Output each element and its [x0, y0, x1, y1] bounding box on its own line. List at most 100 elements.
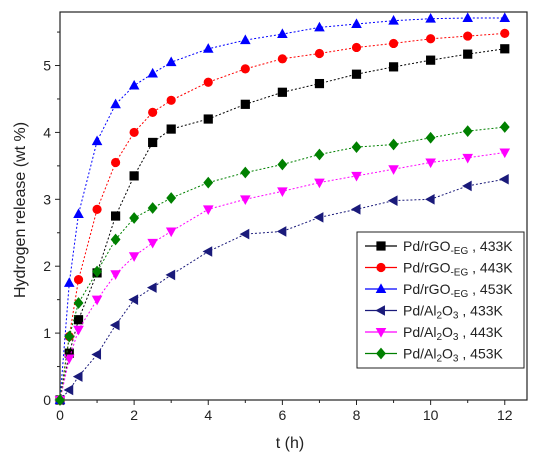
y-tick-label: 2	[43, 258, 51, 274]
data-point	[425, 158, 436, 169]
x-tick-label: 0	[56, 407, 64, 423]
data-point	[147, 202, 158, 214]
data-point	[64, 330, 75, 343]
legend-label: Pd/Al2O3 , 443K	[403, 324, 504, 343]
y-tick-label: 0	[43, 392, 51, 408]
data-point	[202, 246, 213, 257]
data-point	[165, 56, 177, 67]
data-point	[148, 137, 158, 148]
legend-marker	[375, 283, 387, 293]
y-tick-label: 1	[43, 325, 51, 341]
data-point	[314, 48, 325, 59]
data-point	[146, 282, 157, 293]
data-point	[63, 277, 75, 287]
data-point	[499, 12, 511, 22]
data-point	[239, 228, 250, 240]
legend-label: Pd/rGO-EG , 453K	[403, 281, 513, 300]
data-point	[128, 252, 140, 262]
legend-label: Pd/Al2O3 , 433K	[403, 303, 504, 322]
legend-label: Pd/rGO-EG , 443K	[403, 260, 513, 279]
data-point	[63, 384, 74, 396]
data-point	[129, 212, 140, 224]
data-point	[426, 55, 436, 65]
y-tick-label: 3	[43, 191, 51, 207]
data-point	[240, 195, 251, 205]
data-point	[462, 125, 473, 137]
series-line	[59, 126, 505, 401]
legend-marker	[376, 262, 386, 273]
data-point	[128, 79, 140, 90]
data-point	[55, 394, 65, 406]
data-point	[351, 69, 362, 79]
data-point	[72, 371, 83, 382]
data-point	[91, 135, 103, 146]
data-point	[462, 180, 472, 192]
data-point	[425, 13, 436, 23]
data-point	[426, 34, 436, 44]
data-point	[314, 178, 325, 189]
legend-marker	[375, 328, 387, 338]
data-point	[499, 121, 510, 133]
data-point	[92, 204, 102, 214]
data-point	[314, 78, 325, 89]
data-point	[147, 67, 158, 78]
data-point	[73, 208, 84, 218]
x-tick-label: 12	[497, 407, 513, 423]
y-tick-label: 5	[43, 58, 51, 74]
legend-label: Pd/rGO-EG , 433K	[403, 238, 513, 257]
data-point	[462, 153, 473, 164]
legend-box	[356, 231, 525, 369]
data-point	[351, 141, 362, 154]
data-point	[388, 138, 399, 151]
data-point	[166, 95, 176, 105]
data-point	[240, 34, 251, 45]
x-tick-label: 8	[353, 407, 361, 423]
y-axis: 0 1 2 3 4 5	[43, 31, 60, 408]
data-point	[240, 99, 250, 109]
data-point	[314, 21, 325, 32]
data-point	[388, 165, 399, 175]
data-point	[128, 294, 139, 305]
data-point	[203, 176, 214, 189]
data-point	[73, 325, 84, 336]
x-axis-title: t (h)	[276, 435, 304, 452]
data-point	[351, 42, 362, 53]
data-point	[110, 98, 121, 109]
data-point	[277, 187, 288, 197]
data-point	[240, 64, 250, 74]
data-point	[63, 354, 75, 365]
data-point	[129, 171, 139, 181]
plot-frame	[59, 11, 528, 401]
data-point	[73, 274, 84, 285]
legend-marker	[375, 305, 385, 316]
legend-entry: Pd/Al2O3 , 433K	[365, 303, 504, 322]
y-tick-label: 4	[43, 124, 51, 140]
data-point	[202, 205, 214, 216]
data-point	[203, 114, 213, 124]
legend-entry: Pd/rGO-EG , 443K	[365, 260, 513, 279]
data-point	[424, 194, 435, 205]
data-point	[202, 43, 214, 53]
data-point	[463, 49, 473, 59]
x-tick-label: 2	[130, 407, 138, 423]
data-point	[110, 270, 121, 280]
data-point	[351, 171, 362, 182]
data-point	[314, 148, 325, 161]
data-point	[276, 226, 287, 237]
data-point	[166, 192, 177, 204]
data-point	[110, 157, 121, 168]
x-axis: 0 2 4 6 8 10 12	[56, 400, 513, 423]
data-point	[462, 12, 473, 22]
data-point	[351, 18, 362, 29]
data-point	[91, 295, 103, 306]
x-tick-label: 6	[278, 407, 286, 423]
legend-entry: Pd/rGO-EG , 453K	[365, 281, 513, 300]
x-tick-label: 4	[204, 407, 212, 423]
legend-entry: Pd/rGO-EG , 433K	[365, 238, 513, 257]
data-point	[350, 204, 361, 215]
data-point	[148, 107, 158, 117]
data-point	[277, 54, 287, 64]
data-point	[203, 77, 213, 87]
data-point	[277, 158, 288, 171]
data-point	[500, 28, 510, 39]
